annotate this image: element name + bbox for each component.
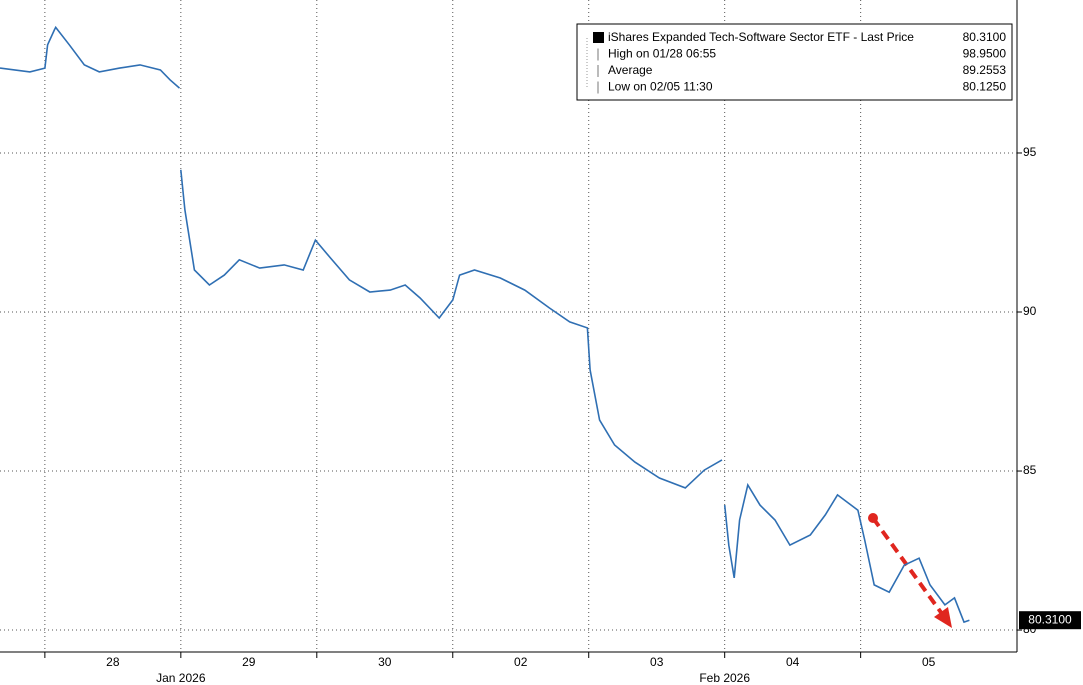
x-tick-label: 04 — [786, 655, 800, 669]
legend-label: High on 01/28 06:55 — [608, 47, 716, 61]
legend-value: 89.2553 — [963, 63, 1007, 77]
x-tick-label: 29 — [242, 655, 256, 669]
price-line — [180, 169, 723, 489]
legend-value: 98.9500 — [963, 47, 1007, 61]
x-tick-label: 02 — [514, 655, 528, 669]
legend-value: 80.1250 — [963, 80, 1007, 94]
legend-label: Average — [608, 63, 653, 77]
legend-label: iShares Expanded Tech-Software Sector ET… — [608, 30, 914, 44]
legend-swatch — [593, 32, 604, 43]
y-tick-label: 85 — [1023, 463, 1037, 477]
annotation-arrowhead — [934, 607, 952, 628]
last-price-box — [1019, 611, 1081, 630]
x-tick-label: 30 — [378, 655, 392, 669]
x-tick-label: 05 — [922, 655, 936, 669]
annotation-arrow — [871, 516, 947, 620]
x-tick-label: 03 — [650, 655, 664, 669]
y-tick-label: 95 — [1023, 145, 1037, 159]
legend-box — [576, 23, 1013, 101]
y-tick-label: 90 — [1023, 304, 1037, 318]
legend-label: Low on 02/05 11:30 — [608, 80, 713, 94]
annotation-dot — [868, 513, 878, 523]
last-price-label: 80.3100 — [1028, 612, 1072, 626]
x-tick-label: 28 — [106, 655, 120, 669]
legend: iShares Expanded Tech-Software Sector ET… — [576, 23, 1013, 101]
month-label: Feb 2026 — [699, 671, 750, 685]
price-line — [723, 482, 970, 624]
legend-value: 80.3100 — [963, 30, 1007, 44]
month-label: Jan 2026 — [156, 671, 206, 685]
price-line — [0, 25, 181, 89]
